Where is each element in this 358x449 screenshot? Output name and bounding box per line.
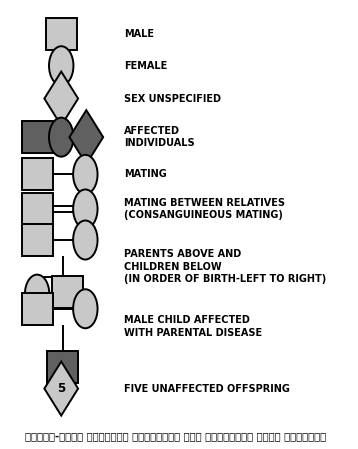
Bar	[22, 293, 53, 325]
Text: MALE: MALE	[124, 29, 154, 39]
Ellipse shape	[73, 189, 98, 229]
Bar	[22, 121, 53, 153]
Ellipse shape	[73, 220, 98, 260]
Text: FIVE UNAFFECTED OFFSPRING: FIVE UNAFFECTED OFFSPRING	[124, 383, 290, 394]
Text: MATING: MATING	[124, 169, 167, 180]
Bar	[22, 224, 53, 256]
Bar	[22, 193, 53, 225]
Bar	[52, 276, 83, 308]
Text: चित्र-मानव वंशावली विश्लेषण में प्रयुक्त मानक प्रतीक।: चित्र-मानव वंशावली विश्लेषण में प्रयुक्त…	[25, 431, 326, 441]
Text: MALE CHILD AFFECTED
WITH PARENTAL DISEASE: MALE CHILD AFFECTED WITH PARENTAL DISEAS…	[124, 315, 262, 338]
Ellipse shape	[49, 118, 73, 157]
Bar	[46, 18, 77, 50]
Text: FEMALE: FEMALE	[124, 61, 167, 71]
Bar	[22, 158, 53, 190]
Text: PARENTS ABOVE AND
CHILDREN BELOW
(IN ORDER OF BIRTH-LEFT TO RIGHT): PARENTS ABOVE AND CHILDREN BELOW (IN ORD…	[124, 249, 326, 284]
Polygon shape	[44, 71, 78, 126]
Text: MATING BETWEEN RELATIVES
(CONSANGUINEOUS MATING): MATING BETWEEN RELATIVES (CONSANGUINEOUS…	[124, 198, 285, 220]
Text: 5: 5	[57, 382, 66, 395]
Ellipse shape	[49, 46, 73, 85]
Text: AFFECTED
INDIVIDUALS: AFFECTED INDIVIDUALS	[124, 126, 194, 148]
Polygon shape	[69, 110, 103, 164]
Bar	[47, 351, 78, 383]
Ellipse shape	[73, 289, 98, 328]
Ellipse shape	[73, 155, 98, 194]
Ellipse shape	[25, 275, 49, 314]
Polygon shape	[44, 361, 78, 416]
Text: SEX UNSPECIFIED: SEX UNSPECIFIED	[124, 93, 221, 104]
